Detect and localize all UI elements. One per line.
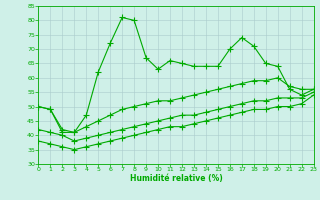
- X-axis label: Humidité relative (%): Humidité relative (%): [130, 174, 222, 183]
